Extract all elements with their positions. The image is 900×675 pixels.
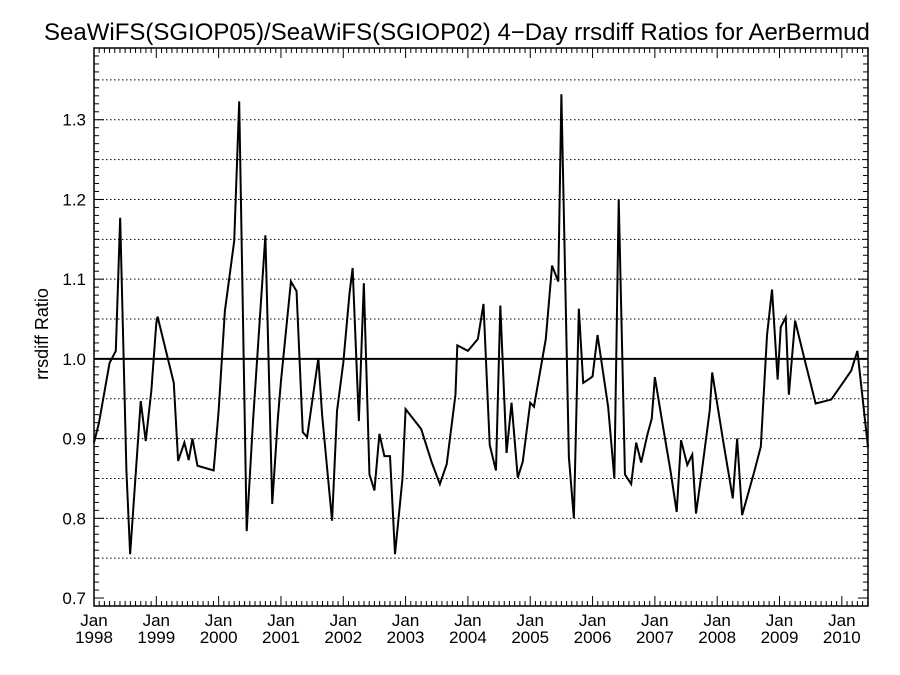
y-tick-label: 1.1	[62, 270, 86, 289]
x-tick-label-year: 1998	[75, 628, 113, 647]
x-tick-label-month: Jan	[579, 611, 606, 630]
x-tick-label-month: Jan	[267, 611, 294, 630]
x-tick-label-year: 1999	[137, 628, 175, 647]
x-tick-label-month: Jan	[703, 611, 730, 630]
x-tick-label-year: 2002	[324, 628, 362, 647]
series-layer	[93, 94, 869, 555]
x-tick-label-year: 2006	[574, 628, 612, 647]
x-tick-label-year: 2003	[387, 628, 425, 647]
y-tick-label: 1.3	[62, 111, 86, 130]
x-tick-label-year: 2000	[200, 628, 238, 647]
x-tick-label-month: Jan	[517, 611, 544, 630]
x-tick-label-year: 2005	[511, 628, 549, 647]
y-tick-label: 1.0	[62, 350, 86, 369]
grid-layer	[94, 79, 868, 559]
x-tick-label-month: Jan	[454, 611, 481, 630]
x-tick-label-month: Jan	[205, 611, 232, 630]
x-tick-label-year: 2010	[823, 628, 861, 647]
y-axis-label: rrsdiff Ratio	[32, 288, 52, 380]
axes-layer	[93, 47, 869, 607]
ticks-layer: 0.70.80.91.01.11.21.3Jan1998Jan1999Jan20…	[62, 111, 860, 647]
x-tick-label-month: Jan	[330, 611, 357, 630]
y-tick-label: 1.2	[62, 190, 86, 209]
x-tick-label-year: 2008	[698, 628, 736, 647]
y-tick-label: 0.7	[62, 589, 86, 608]
x-tick-label-year: 2001	[262, 628, 300, 647]
series-line	[93, 94, 869, 555]
x-tick-label-month: Jan	[641, 611, 668, 630]
x-tick-label-year: 2007	[636, 628, 674, 647]
x-tick-label-year: 2009	[761, 628, 799, 647]
x-tick-label-month: Jan	[392, 611, 419, 630]
x-tick-label-month: Jan	[143, 611, 170, 630]
x-tick-label-month: Jan	[766, 611, 793, 630]
y-tick-label: 0.9	[62, 430, 86, 449]
chart-title: SeaWiFS(SGIOP05)/SeaWiFS(SGIOP02) 4−Day …	[44, 19, 870, 46]
x-tick-label-month: Jan	[80, 611, 107, 630]
x-tick-label-year: 2004	[449, 628, 487, 647]
x-tick-label-month: Jan	[828, 611, 855, 630]
plot-frame	[93, 47, 869, 607]
y-tick-label: 0.8	[62, 509, 86, 528]
